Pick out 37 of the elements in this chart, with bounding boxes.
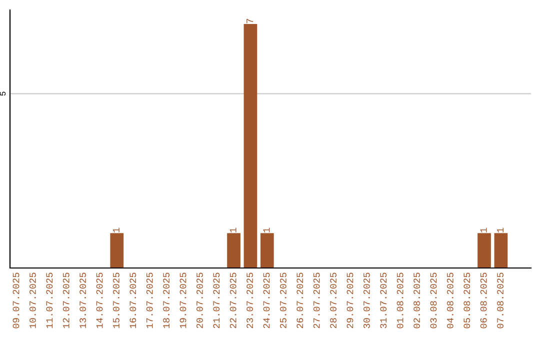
x-tick-label: 07.08.2025 bbox=[497, 272, 504, 328]
x-tick-label: 09.07.2025 bbox=[12, 272, 20, 328]
data-label: 1 bbox=[497, 228, 504, 232]
x-tick-label: 04.08.2025 bbox=[446, 272, 454, 328]
x-tick-label: 10.07.2025 bbox=[30, 272, 36, 328]
x-tick-label: 05.08.2025 bbox=[464, 272, 470, 328]
x-tick-label: 06.08.2025 bbox=[480, 272, 487, 328]
x-tick-label: 29.07.2025 bbox=[346, 272, 354, 328]
x-tick-label: 25.07.2025 bbox=[280, 272, 286, 328]
data-label: 1 bbox=[112, 228, 120, 232]
x-tick-label: 17.07.2025 bbox=[146, 272, 153, 328]
x-tick-label: 31.07.2025 bbox=[380, 272, 387, 328]
x-tick-label: 11.07.2025 bbox=[46, 272, 53, 328]
x-tick-label: 20.07.2025 bbox=[196, 272, 203, 328]
x-tick-label: 21.07.2025 bbox=[213, 272, 220, 328]
x-tick-label: 13.07.2025 bbox=[80, 272, 86, 328]
x-tick-label: 02.08.2025 bbox=[414, 272, 420, 328]
x-tick-label: 01.08.2025 bbox=[396, 272, 404, 328]
x-tick-label: 24.07.2025 bbox=[263, 272, 270, 328]
x-tick-label: 23.07.2025 bbox=[246, 272, 253, 328]
x-tick-label: 19.07.2025 bbox=[180, 272, 186, 328]
x-tick-label: 12.07.2025 bbox=[62, 272, 70, 328]
x-tick-label: 26.07.2025 bbox=[296, 272, 304, 328]
data-label: 1 bbox=[480, 228, 487, 232]
data-label: 7 bbox=[246, 18, 253, 24]
y-tick-label: 5 bbox=[0, 92, 6, 96]
x-tick-label: 03.08.2025 bbox=[430, 272, 437, 328]
x-tick-label: 15.07.2025 bbox=[112, 272, 120, 328]
x-tick-label: 14.07.2025 bbox=[96, 272, 103, 328]
data-label: 1 bbox=[263, 228, 270, 232]
x-tick-label: 16.07.2025 bbox=[130, 272, 136, 328]
x-tick-label: 27.07.2025 bbox=[313, 272, 320, 328]
x-tick-label: 30.07.2025 bbox=[363, 272, 370, 328]
data-label: 1 bbox=[230, 228, 236, 232]
x-tick-label: 18.07.2025 bbox=[163, 272, 170, 328]
x-tick-label: 22.07.2025 bbox=[230, 272, 236, 328]
x-tick-label: 28.07.2025 bbox=[330, 272, 336, 328]
